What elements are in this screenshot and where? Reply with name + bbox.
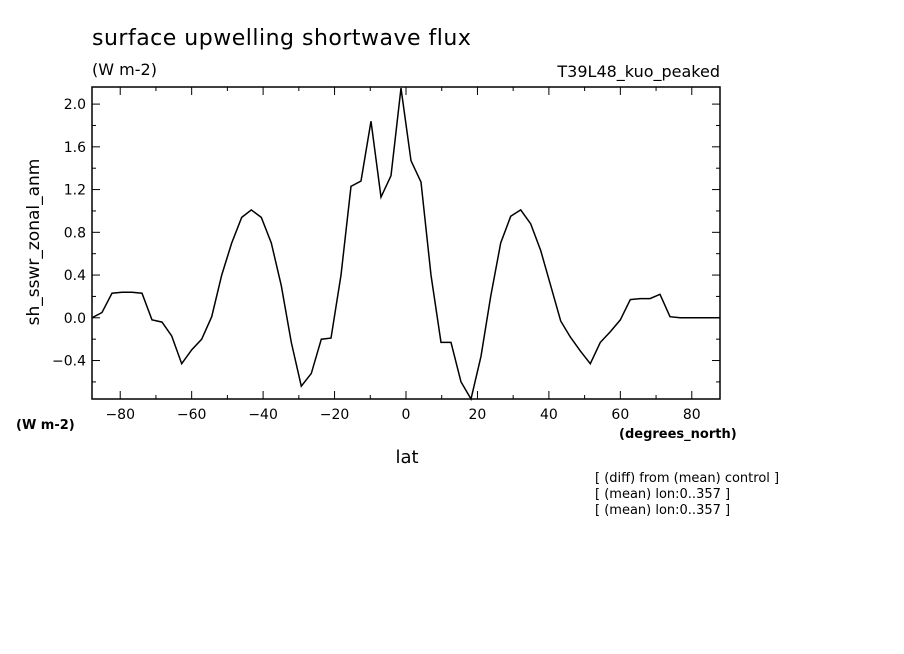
y-tick-label: 1.2: [64, 183, 86, 199]
y-tick-label: 0.0: [64, 311, 86, 327]
x-tick-label: 80: [683, 407, 701, 423]
x-tick-label: −60: [177, 407, 207, 423]
title-units: (W m-2): [92, 60, 157, 79]
x-tick-label: 20: [469, 407, 487, 423]
x-tick-label: −20: [320, 407, 350, 423]
y-tick-labels: −0.4 0.0 0.4 0.8 1.2 1.6 2.0: [52, 97, 86, 369]
x-tick-label: 60: [611, 407, 629, 423]
y-axis-label: sh_sswr_zonal_anm: [24, 159, 44, 326]
plot-border: [91, 86, 721, 400]
note-line-1: [ (diff) from (mean) control ]: [595, 471, 779, 486]
x-tick-label: 40: [540, 407, 558, 423]
x-tick-label: 0: [402, 407, 411, 423]
y-tick-label: 0.8: [64, 225, 86, 241]
y-axis-units: (W m-2): [16, 418, 75, 433]
y-tick-label: 1.6: [64, 140, 86, 156]
series-line: [91, 87, 720, 402]
axis-ticks: [92, 87, 720, 399]
x-tick-labels: −80 −60 −40 −20 0 20 40 60 80: [105, 407, 700, 423]
y-tick-label: −0.4: [52, 354, 86, 370]
chart-title: surface upwelling shortwave flux: [92, 26, 471, 51]
y-tick-label: 0.4: [64, 268, 86, 284]
x-axis-label: lat: [395, 447, 418, 468]
x-tick-label: −80: [105, 407, 135, 423]
series-layer: [91, 87, 720, 402]
x-tick-label: −40: [248, 407, 278, 423]
note-line-2: [ (mean) lon:0..357 ]: [595, 487, 730, 502]
x-axis-units: (degrees_north): [619, 427, 737, 442]
experiment-label: T39L48_kuo_peaked: [556, 62, 720, 82]
note-line-3: [ (mean) lon:0..357 ]: [595, 503, 730, 518]
plot-frame: [91, 86, 721, 400]
y-tick-label: 2.0: [64, 97, 86, 113]
